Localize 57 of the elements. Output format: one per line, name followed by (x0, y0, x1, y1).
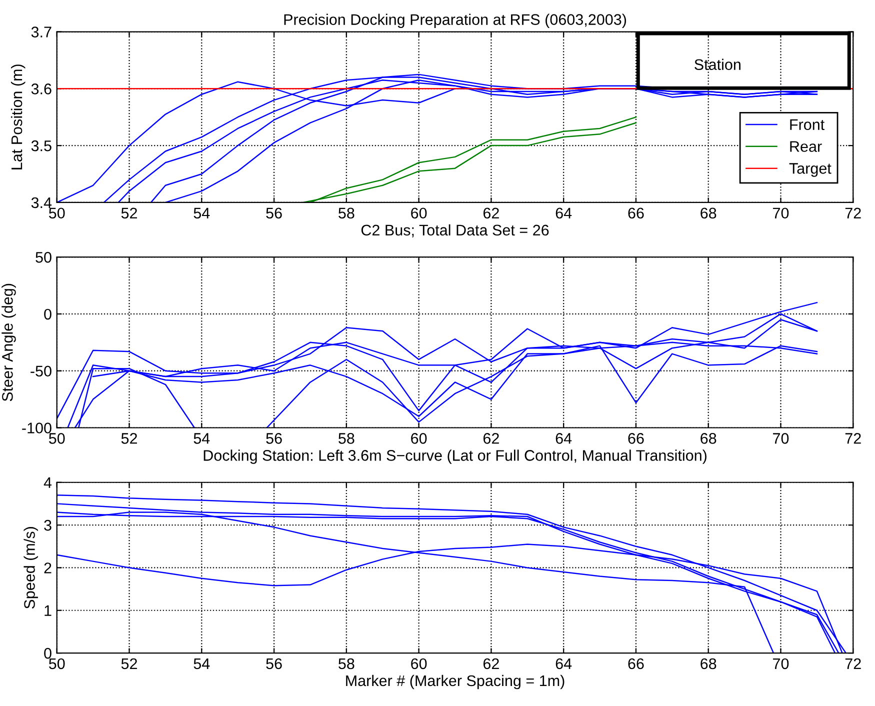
legend-label: Front (790, 119, 825, 130)
x-tick-label: 52 (121, 433, 137, 444)
x-axis-title: Marker # (Marker Spacing = 1m) (346, 674, 564, 690)
x-tick-label: 64 (556, 658, 572, 670)
x-tick-label: 54 (194, 658, 210, 670)
x-tick-label: 60 (411, 208, 427, 219)
x-tick-label: 64 (556, 433, 572, 444)
x-tick-label: 62 (483, 433, 499, 444)
legend-label: Rear (790, 141, 822, 152)
x-tick-label: 70 (773, 658, 789, 670)
y-tick-label: 3 (44, 520, 52, 531)
legend-label: Target (789, 163, 832, 177)
x-tick-label: 66 (628, 208, 644, 219)
x-tick-label: 68 (700, 208, 716, 219)
x-tick-label: 72 (845, 658, 861, 669)
x-tick-label: 70 (773, 433, 789, 444)
y-axis-title: Speed (m/s) (24, 527, 38, 609)
y-tick-label: 0 (44, 308, 52, 320)
x-tick-label: 68 (700, 658, 716, 670)
x-tick-label: 60 (411, 433, 427, 444)
x-tick-label: 62 (483, 658, 499, 670)
x-tick-label: 52 (121, 658, 137, 670)
chart-title: Precision Docking Preparation at RFS (0603,2003) (284, 14, 626, 28)
x-tick-label: 72 (845, 208, 861, 218)
y-tick-label: 3.7 (31, 26, 52, 38)
y-tick-label: 3.5 (31, 140, 52, 152)
y-tick-label: 0 (44, 648, 52, 659)
x-tick-label: 58 (338, 208, 354, 219)
x-axis-title: C2 Bus; Total Data Set = 26 (361, 224, 549, 238)
y-tick-label: -100 (22, 422, 52, 434)
y-axis-title: Lat Position (m) (10, 64, 26, 170)
x-tick-label: 54 (194, 208, 210, 219)
x-tick-label: 56 (266, 658, 282, 670)
y-tick-label: -50 (30, 366, 52, 377)
y-tick-label: 1 (44, 605, 52, 616)
x-tick-label: 70 (773, 208, 789, 219)
x-axis-title: Docking Station: Left 3.6m S−curve (Lat or Full Control, Manual Transition) (204, 450, 706, 464)
x-tick-label: 56 (266, 433, 282, 444)
x-tick-label: 60 (411, 658, 427, 670)
y-tick-label: 4 (44, 477, 52, 488)
x-tick-label: 58 (338, 433, 354, 444)
y-tick-label: 2 (44, 562, 52, 574)
x-tick-label: 66 (628, 433, 644, 444)
x-tick-label: 64 (556, 208, 572, 219)
x-tick-label: 68 (700, 433, 716, 444)
x-tick-label: 54 (194, 433, 210, 444)
x-tick-label: 62 (483, 208, 499, 219)
x-tick-label: 72 (845, 433, 861, 444)
x-tick-label: 66 (628, 658, 644, 670)
x-tick-label: 52 (121, 208, 137, 219)
y-tick-label: 50 (36, 252, 52, 263)
x-tick-label: 58 (338, 658, 354, 670)
y-axis-title: Steer Angle (deg) (2, 284, 16, 402)
annotation: Station (694, 58, 740, 70)
x-tick-label: 56 (266, 208, 282, 219)
y-tick-label: 3.4 (31, 197, 52, 208)
y-tick-label: 3.6 (31, 84, 52, 94)
